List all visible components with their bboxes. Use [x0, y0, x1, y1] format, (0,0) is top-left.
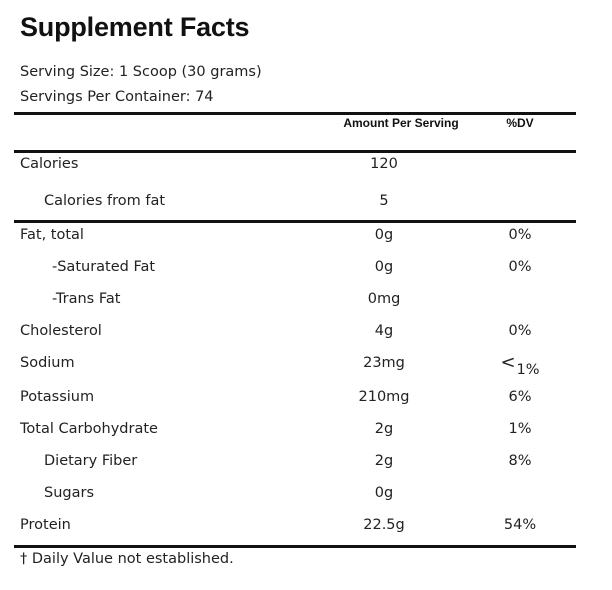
nutrient-amount: 2g — [374, 453, 394, 469]
nutrient-label: Calories — [20, 156, 79, 172]
nutrient-amount: 22.5g — [363, 517, 405, 533]
top-rule — [14, 112, 576, 115]
nutrient-row-potassium: Potassium 210mg 6% — [14, 389, 576, 413]
less-than-symbol: < — [500, 352, 516, 373]
nutrient-row-saturated-fat: -Saturated Fat 0g 0% — [14, 259, 576, 283]
nutrient-label: Protein — [20, 517, 71, 533]
nutrient-label: Sugars — [44, 485, 94, 501]
nutrient-label: Calories from fat — [44, 193, 166, 209]
nutrient-label: Dietary Fiber — [44, 453, 138, 469]
servings-per-container: Servings Per Container: 74 — [20, 89, 214, 105]
nutrient-dv-less-than: <1% — [500, 352, 540, 378]
nutrient-label: Cholesterol — [20, 323, 102, 339]
bottom-rule — [14, 545, 576, 548]
nutrient-row-sugars: Sugars 0g — [14, 485, 576, 509]
nutrient-row-total-carbohydrate: Total Carbohydrate 2g 1% — [14, 421, 576, 445]
nutrient-amount: 0g — [374, 485, 394, 501]
nutrient-dv: 8% — [508, 453, 532, 469]
nutrient-amount: 0g — [374, 259, 394, 275]
calories-rule — [14, 220, 576, 223]
nutrient-dv: 0% — [508, 259, 532, 275]
panel-title: Supplement Facts — [20, 12, 250, 42]
nutrient-amount: 0mg — [367, 291, 401, 307]
nutrient-label: Sodium — [20, 355, 75, 371]
nutrient-dv: 0% — [508, 323, 532, 339]
supplement-facts-panel: Supplement Facts Serving Size: 1 Scoop (… — [14, 0, 576, 590]
nutrient-row-trans-fat: -Trans Fat 0mg — [14, 291, 576, 315]
nutrient-dv: 54% — [503, 517, 537, 533]
nutrient-row-fat-total: Fat, total 0g 0% — [14, 227, 576, 251]
nutrient-row-sodium: Sodium 23mg <1% — [14, 352, 576, 379]
nutrient-row-protein: Protein 22.5g 54% — [14, 517, 576, 541]
nutrient-row-dietary-fiber: Dietary Fiber 2g 8% — [14, 453, 576, 477]
nutrient-dv: 6% — [508, 389, 532, 405]
nutrient-row-calories-from-fat: Calories from fat 5 — [14, 193, 576, 217]
nutrient-dv: 1% — [508, 421, 532, 437]
nutrient-dv: 0% — [508, 227, 532, 243]
nutrient-amount: 23mg — [363, 355, 405, 371]
nutrient-amount: 2g — [374, 421, 394, 437]
nutrient-label: Potassium — [20, 389, 95, 405]
nutrient-label: Fat, total — [20, 227, 84, 243]
serving-size: Serving Size: 1 Scoop (30 grams) — [20, 64, 262, 80]
nutrient-amount: 210mg — [358, 389, 410, 405]
nutrient-amount: 120 — [370, 156, 398, 172]
nutrient-row-calories: Calories 120 — [14, 156, 576, 180]
nutrient-row-cholesterol: Cholesterol 4g 0% — [14, 323, 576, 347]
header-rule — [14, 150, 576, 153]
nutrient-amount: 4g — [374, 323, 394, 339]
nutrient-label: -Saturated Fat — [52, 259, 156, 275]
nutrient-dv: 1% — [516, 362, 540, 378]
nutrient-label: Total Carbohydrate — [20, 421, 158, 437]
footnote: † Daily Value not established. — [20, 551, 234, 567]
column-header-dv: %DV — [506, 116, 534, 130]
nutrient-amount: 0g — [374, 227, 394, 243]
column-header-amount: Amount Per Serving — [343, 116, 459, 130]
nutrient-label: -Trans Fat — [52, 291, 121, 307]
nutrient-amount: 5 — [379, 193, 389, 209]
